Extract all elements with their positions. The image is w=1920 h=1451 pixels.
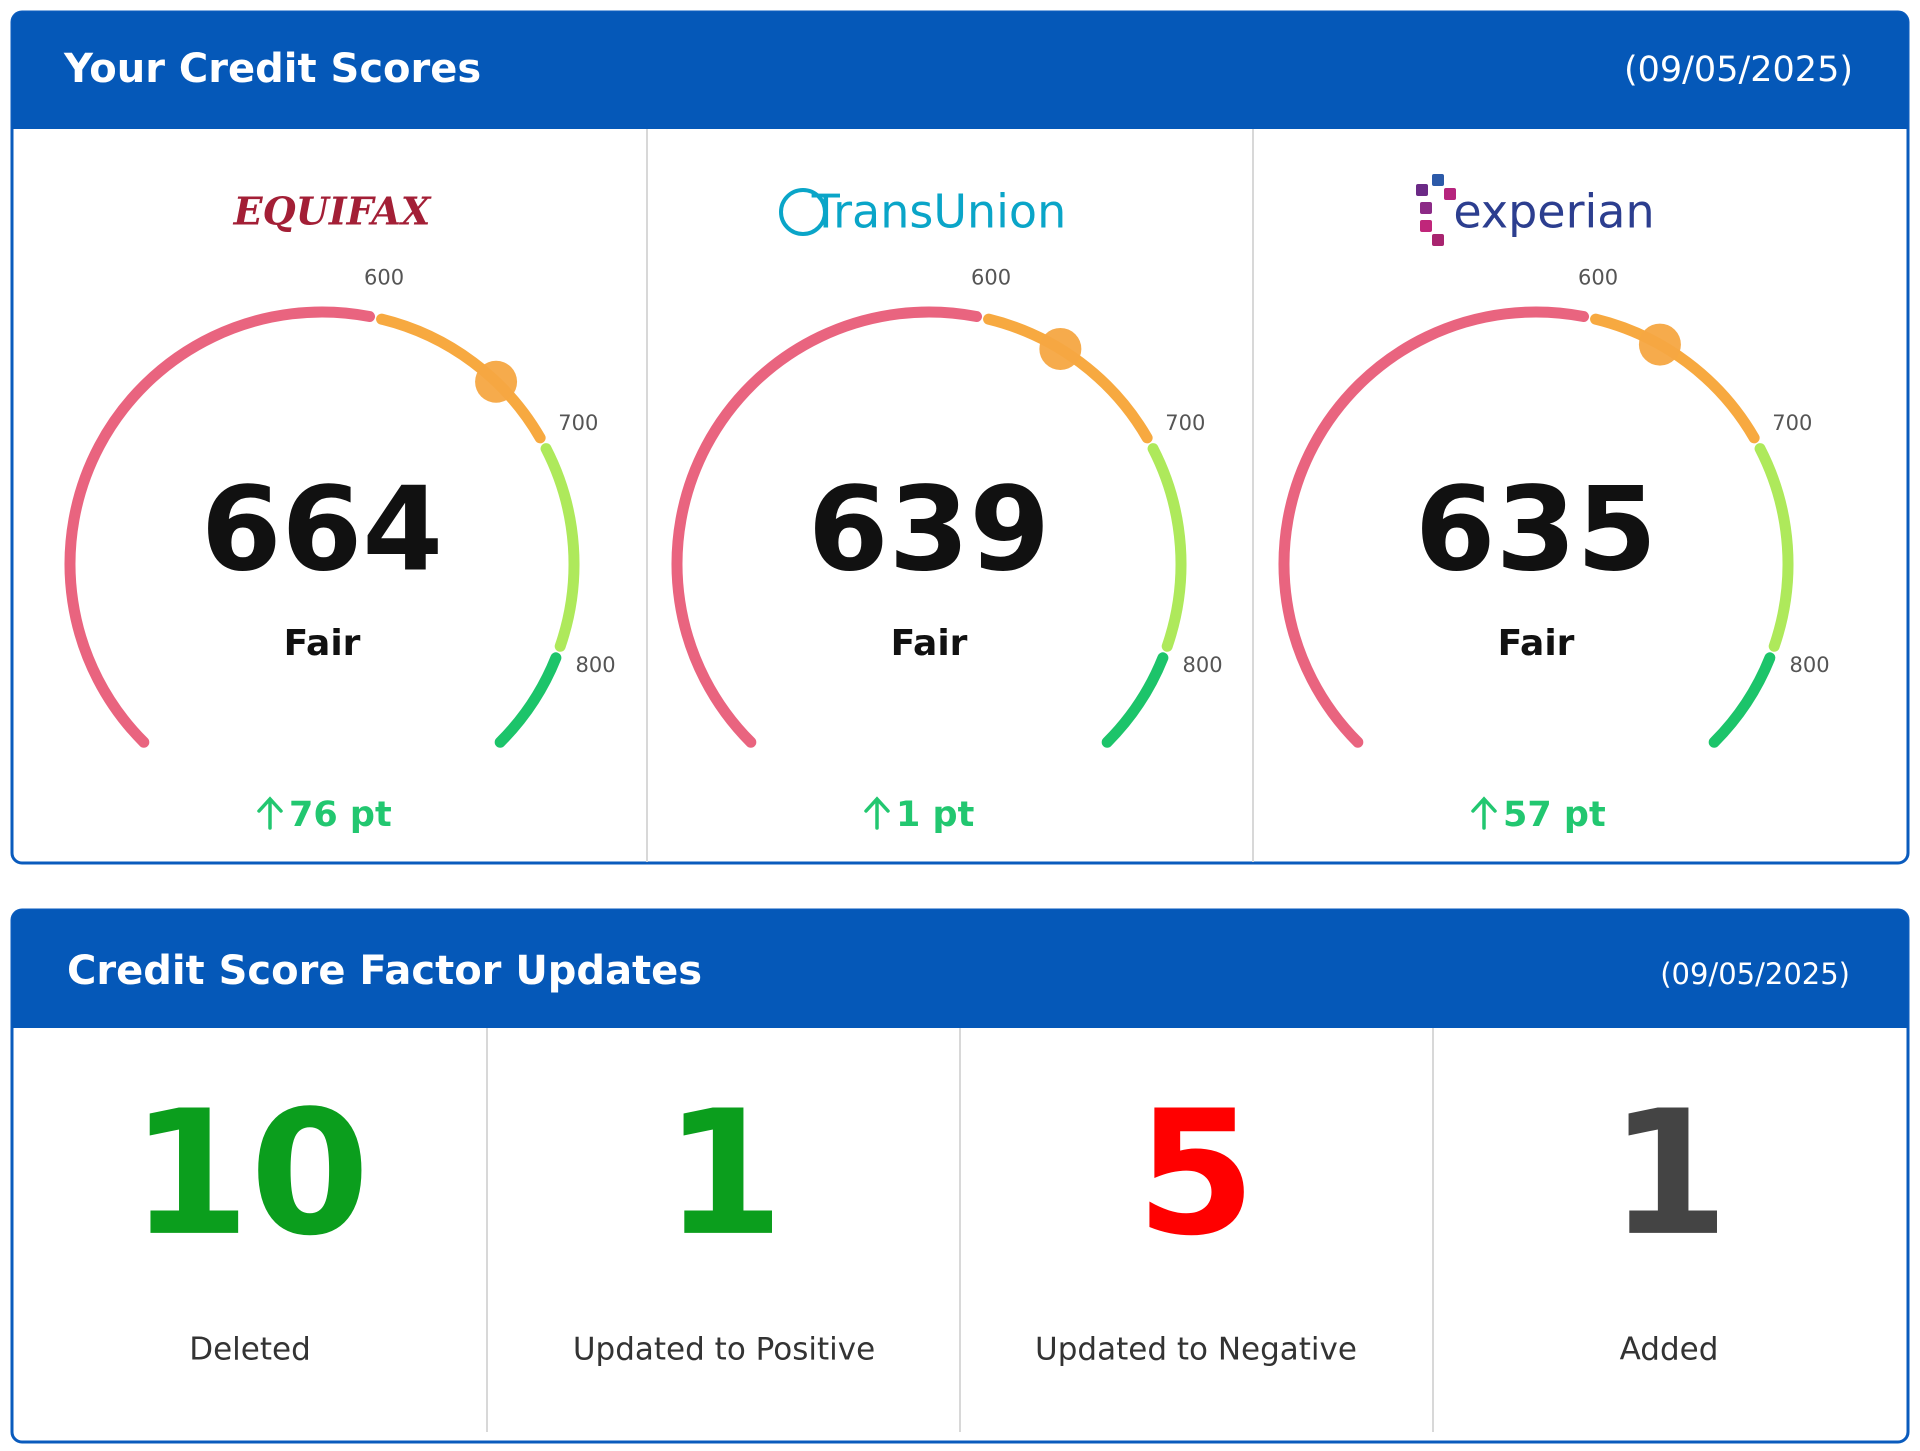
factor-label: Deleted — [189, 1332, 311, 1368]
score-marker — [1039, 327, 1082, 370]
logo-dot — [1432, 174, 1444, 186]
gauge-segment — [1754, 443, 1794, 652]
score-change: 57 pt — [1503, 795, 1606, 835]
logo-icon — [779, 188, 827, 236]
factors-header — [12, 910, 1908, 1028]
gauge-segment — [1590, 313, 1760, 444]
logo-dot — [1420, 220, 1432, 232]
score-rating: Fair — [1498, 623, 1575, 664]
gauge-tick-label: 700 — [558, 411, 598, 435]
gauge-segment — [983, 313, 1153, 444]
score-rating: Fair — [891, 623, 968, 664]
gauge-segment — [540, 443, 580, 652]
factors-title: Credit Score Factor Updates — [67, 948, 702, 994]
factors-date: (09/05/2025) — [1660, 957, 1850, 991]
score-rating: Fair — [284, 623, 361, 664]
gauge-segment — [671, 306, 983, 748]
logo-dot — [1416, 184, 1428, 196]
scores-title: Your Credit Scores — [63, 46, 481, 92]
gauge-segment — [1278, 306, 1590, 748]
logo-dot — [1420, 202, 1432, 214]
score-value: 639 — [808, 463, 1050, 598]
bureau-logo: TransUnion — [811, 185, 1066, 239]
gauge-segment — [376, 313, 546, 444]
factor-count: 10 — [130, 1073, 369, 1274]
logo-dot — [1444, 188, 1456, 200]
gauge-tick-label: 600 — [971, 266, 1011, 290]
gauge-tick-label: 800 — [1183, 653, 1223, 677]
scores-header — [12, 12, 1908, 129]
gauge-tick-label: 600 — [1578, 266, 1618, 290]
gauge-tick-label: 800 — [1790, 653, 1830, 677]
gauge-tick-label: 700 — [1165, 411, 1205, 435]
factor-count: 1 — [1609, 1073, 1729, 1274]
factor-label: Added — [1620, 1332, 1719, 1368]
gauge-segment — [494, 652, 562, 748]
score-change: 1 pt — [896, 795, 974, 835]
factor-label: Updated to Positive — [573, 1332, 875, 1368]
gauge-tick-label: 800 — [576, 653, 616, 677]
gauge-segment — [1147, 443, 1187, 652]
score-marker — [1638, 323, 1681, 366]
bureau-logo: experian — [1453, 185, 1654, 239]
gauge-segment — [64, 306, 376, 748]
gauge-tick-label: 700 — [1772, 411, 1812, 435]
score-change: 76 pt — [289, 795, 392, 835]
factor-label: Updated to Negative — [1035, 1332, 1357, 1368]
up-arrow — [864, 796, 890, 830]
score-marker — [475, 360, 518, 403]
bureau-logo: EQUIFAX — [233, 189, 432, 234]
score-value: 635 — [1415, 463, 1657, 598]
scores-card — [10, 10, 1910, 865]
logo-dot — [1432, 234, 1444, 246]
up-arrow — [1471, 796, 1497, 830]
factor-count: 5 — [1136, 1073, 1256, 1274]
up-arrow — [257, 796, 283, 830]
factor-count: 1 — [664, 1073, 784, 1274]
gauge-segment — [1708, 652, 1776, 748]
score-value: 664 — [201, 463, 443, 598]
gauge-segment — [1101, 652, 1169, 748]
gauge-tick-label: 600 — [364, 266, 404, 290]
scores-date: (09/05/2025) — [1624, 50, 1853, 90]
